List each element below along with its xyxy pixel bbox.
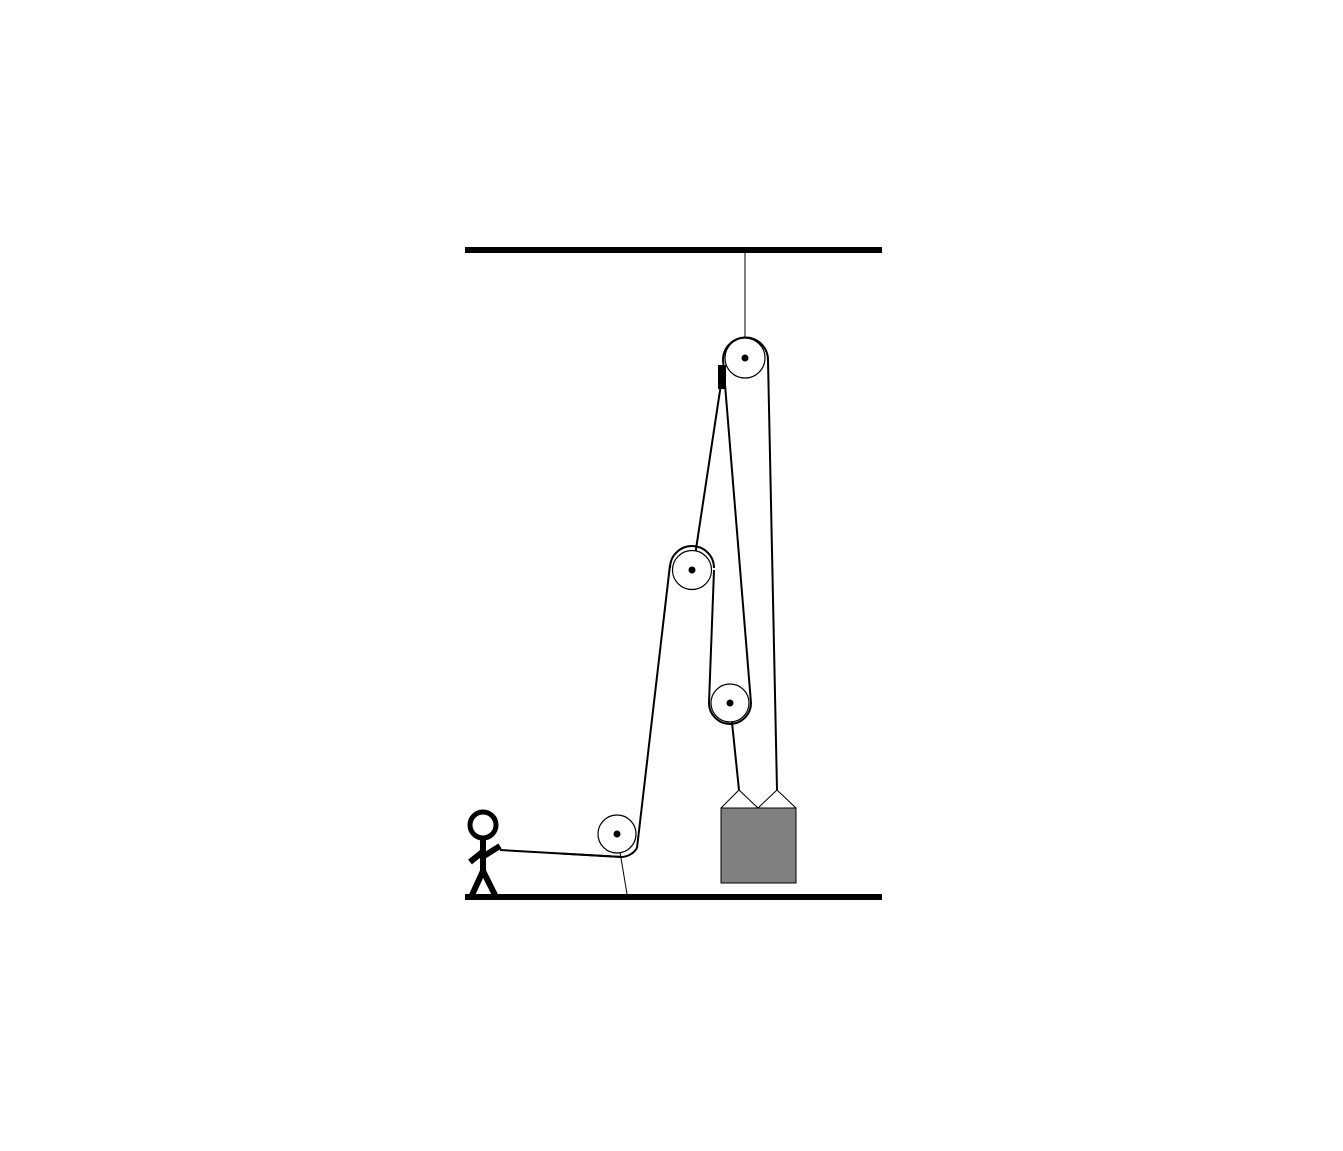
- pulley-top: [724, 337, 766, 379]
- rope-segment-lower-to-top: [722, 359, 752, 704]
- rope-segment-clamp-to-middle: [692, 383, 722, 570]
- person-arm-lower: [482, 843, 502, 859]
- pulley-lower: [710, 683, 750, 723]
- load-block: [720, 807, 797, 884]
- load-bridle: [720, 789, 797, 809]
- person: [467, 809, 502, 897]
- rope-segment-middle-to-lower: [708, 569, 715, 704]
- lower-pulley-axle: [726, 699, 734, 707]
- person-head: [467, 809, 499, 841]
- top-pulley-axle: [741, 354, 749, 362]
- person-leg-left: [469, 869, 486, 897]
- middle-pulley-wrap: [669, 545, 715, 569]
- pulley-middle: [671, 549, 713, 591]
- rope-segment-floor-to-middle: [636, 564, 671, 849]
- pulley-floor: [597, 814, 637, 854]
- rope-segment-hand-front: [559, 852, 623, 858]
- lower-pulley-wrap: [708, 702, 752, 725]
- load: [720, 789, 797, 884]
- person-leg-right: [480, 869, 498, 897]
- rope: [499, 359, 778, 858]
- person-arm-upper: [468, 847, 487, 865]
- rope-segment-top-to-load: [767, 359, 778, 791]
- rope-wraps: [621, 336, 769, 858]
- rope-clamp: [718, 365, 726, 389]
- floor-pulley-axle: [613, 830, 621, 838]
- middle-pulley-axle: [688, 566, 696, 574]
- floor-pulley-wrap: [621, 847, 638, 858]
